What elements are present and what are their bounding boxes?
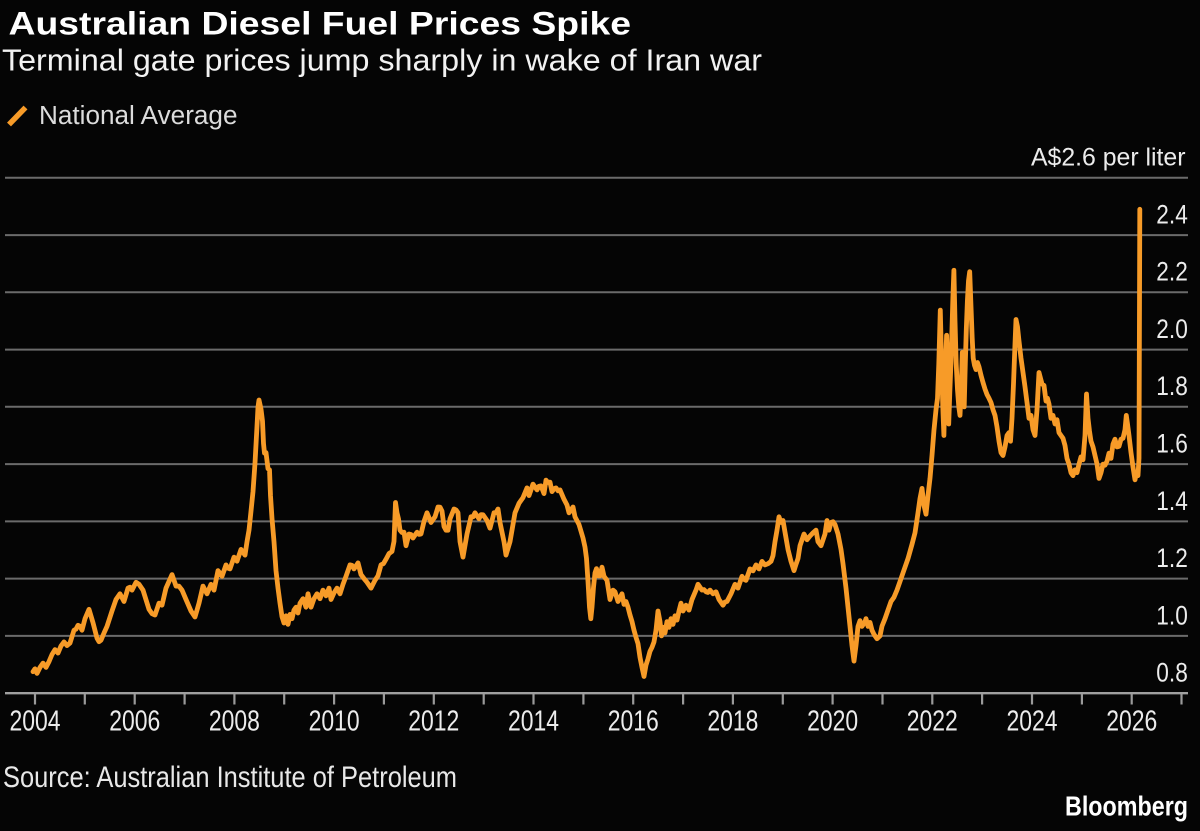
svg-text:Terminal gate prices jump shar: Terminal gate prices jump sharply in wak…: [2, 43, 762, 78]
svg-text:2.0: 2.0: [1156, 314, 1188, 344]
svg-text:A$2.6 per liter: A$2.6 per liter: [1031, 144, 1186, 172]
svg-text:2.2: 2.2: [1156, 257, 1188, 287]
svg-text:1.0: 1.0: [1156, 600, 1188, 630]
svg-text:Source: Australian Institute o: Source: Australian Institute of Petroleu…: [3, 761, 457, 794]
svg-text:0.8: 0.8: [1156, 658, 1188, 688]
svg-text:1.2: 1.2: [1156, 543, 1188, 573]
svg-text:Bloomberg: Bloomberg: [1065, 791, 1188, 822]
svg-text:2014: 2014: [508, 705, 559, 737]
svg-text:2010: 2010: [309, 705, 360, 737]
svg-text:1.6: 1.6: [1156, 429, 1188, 459]
svg-text:2016: 2016: [608, 705, 659, 737]
svg-text:2018: 2018: [707, 705, 758, 737]
svg-text:2020: 2020: [807, 705, 858, 737]
svg-text:1.8: 1.8: [1156, 371, 1188, 401]
svg-text:2022: 2022: [907, 705, 958, 737]
svg-text:2004: 2004: [10, 705, 61, 737]
svg-text:National Average: National Average: [39, 102, 238, 130]
svg-text:2012: 2012: [408, 705, 459, 737]
svg-text:2026: 2026: [1106, 705, 1157, 737]
svg-text:2006: 2006: [109, 705, 160, 737]
svg-text:2.4: 2.4: [1156, 200, 1188, 230]
svg-text:1.4: 1.4: [1156, 486, 1188, 516]
svg-text:2008: 2008: [209, 705, 260, 737]
svg-text:Australian Diesel Fuel Prices: Australian Diesel Fuel Prices Spike: [9, 6, 632, 42]
svg-text:2024: 2024: [1007, 705, 1058, 737]
